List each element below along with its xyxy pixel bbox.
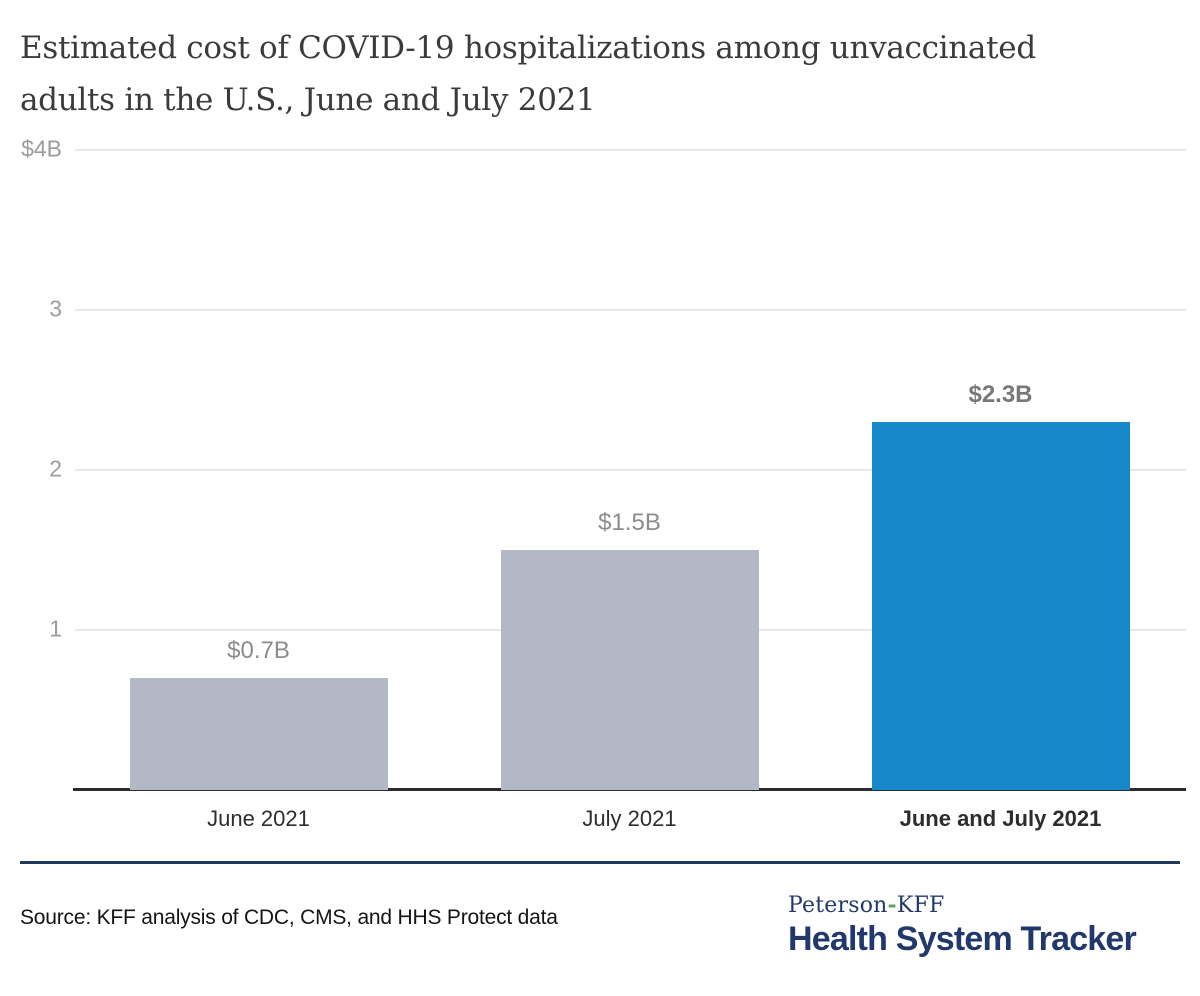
bar-june-2021 — [129, 678, 388, 790]
bar-july-2021 — [500, 550, 759, 790]
gridline-3 — [75, 309, 1186, 311]
logo-kff: KFF — [896, 893, 945, 918]
logo-hyphen: - — [887, 892, 897, 918]
logo-peterson: Peterson — [788, 893, 888, 918]
bar-june-and-july-2021 — [871, 422, 1130, 790]
x-label-july-2021: July 2021 — [582, 806, 677, 831]
bar-value-june-2021: $0.7B — [227, 637, 290, 664]
footer-divider — [20, 861, 1180, 864]
gridline-4 — [75, 149, 1186, 151]
peterson-kff-logo: Peterson-KFF Health System Tracker — [788, 892, 1180, 957]
gridline-2 — [75, 469, 1186, 471]
logo-peterson-kff: Peterson-KFF — [788, 892, 1180, 919]
y-tick-label-2: 2 — [49, 455, 62, 482]
y-tick-label-3: 3 — [49, 295, 62, 322]
chart-title-line1: Estimated cost of COVID-19 hospitalizati… — [20, 30, 1036, 66]
logo-health-system-tracker: Health System Tracker — [788, 920, 1137, 958]
y-tick-label-4: $4B — [21, 135, 62, 162]
x-label-june-2021: June 2021 — [207, 806, 310, 831]
source-note: Source: KFF analysis of CDC, CMS, and HH… — [20, 906, 558, 929]
chart-title-line2: adults in the U.S., June and July 2021 — [20, 82, 596, 118]
bar-value-june-and-july-2021: $2.3B — [968, 381, 1033, 408]
y-axis: $4B 3 2 1 — [0, 135, 62, 790]
y-tick-label-1: 1 — [49, 615, 62, 642]
bar-value-july-2021: $1.5B — [598, 509, 661, 536]
chart-title: Estimated cost of COVID-19 hospitalizati… — [20, 22, 1140, 126]
bar-chart: $4B 3 2 1 $0.7B June 2021 $1.5B July 2021 $2.3B… — [0, 135, 1200, 850]
x-label-june-and-july-2021: June and July 2021 — [899, 806, 1102, 831]
plot-area: $0.7B June 2021 $1.5B July 2021 $2.3B June an… — [73, 149, 1186, 831]
